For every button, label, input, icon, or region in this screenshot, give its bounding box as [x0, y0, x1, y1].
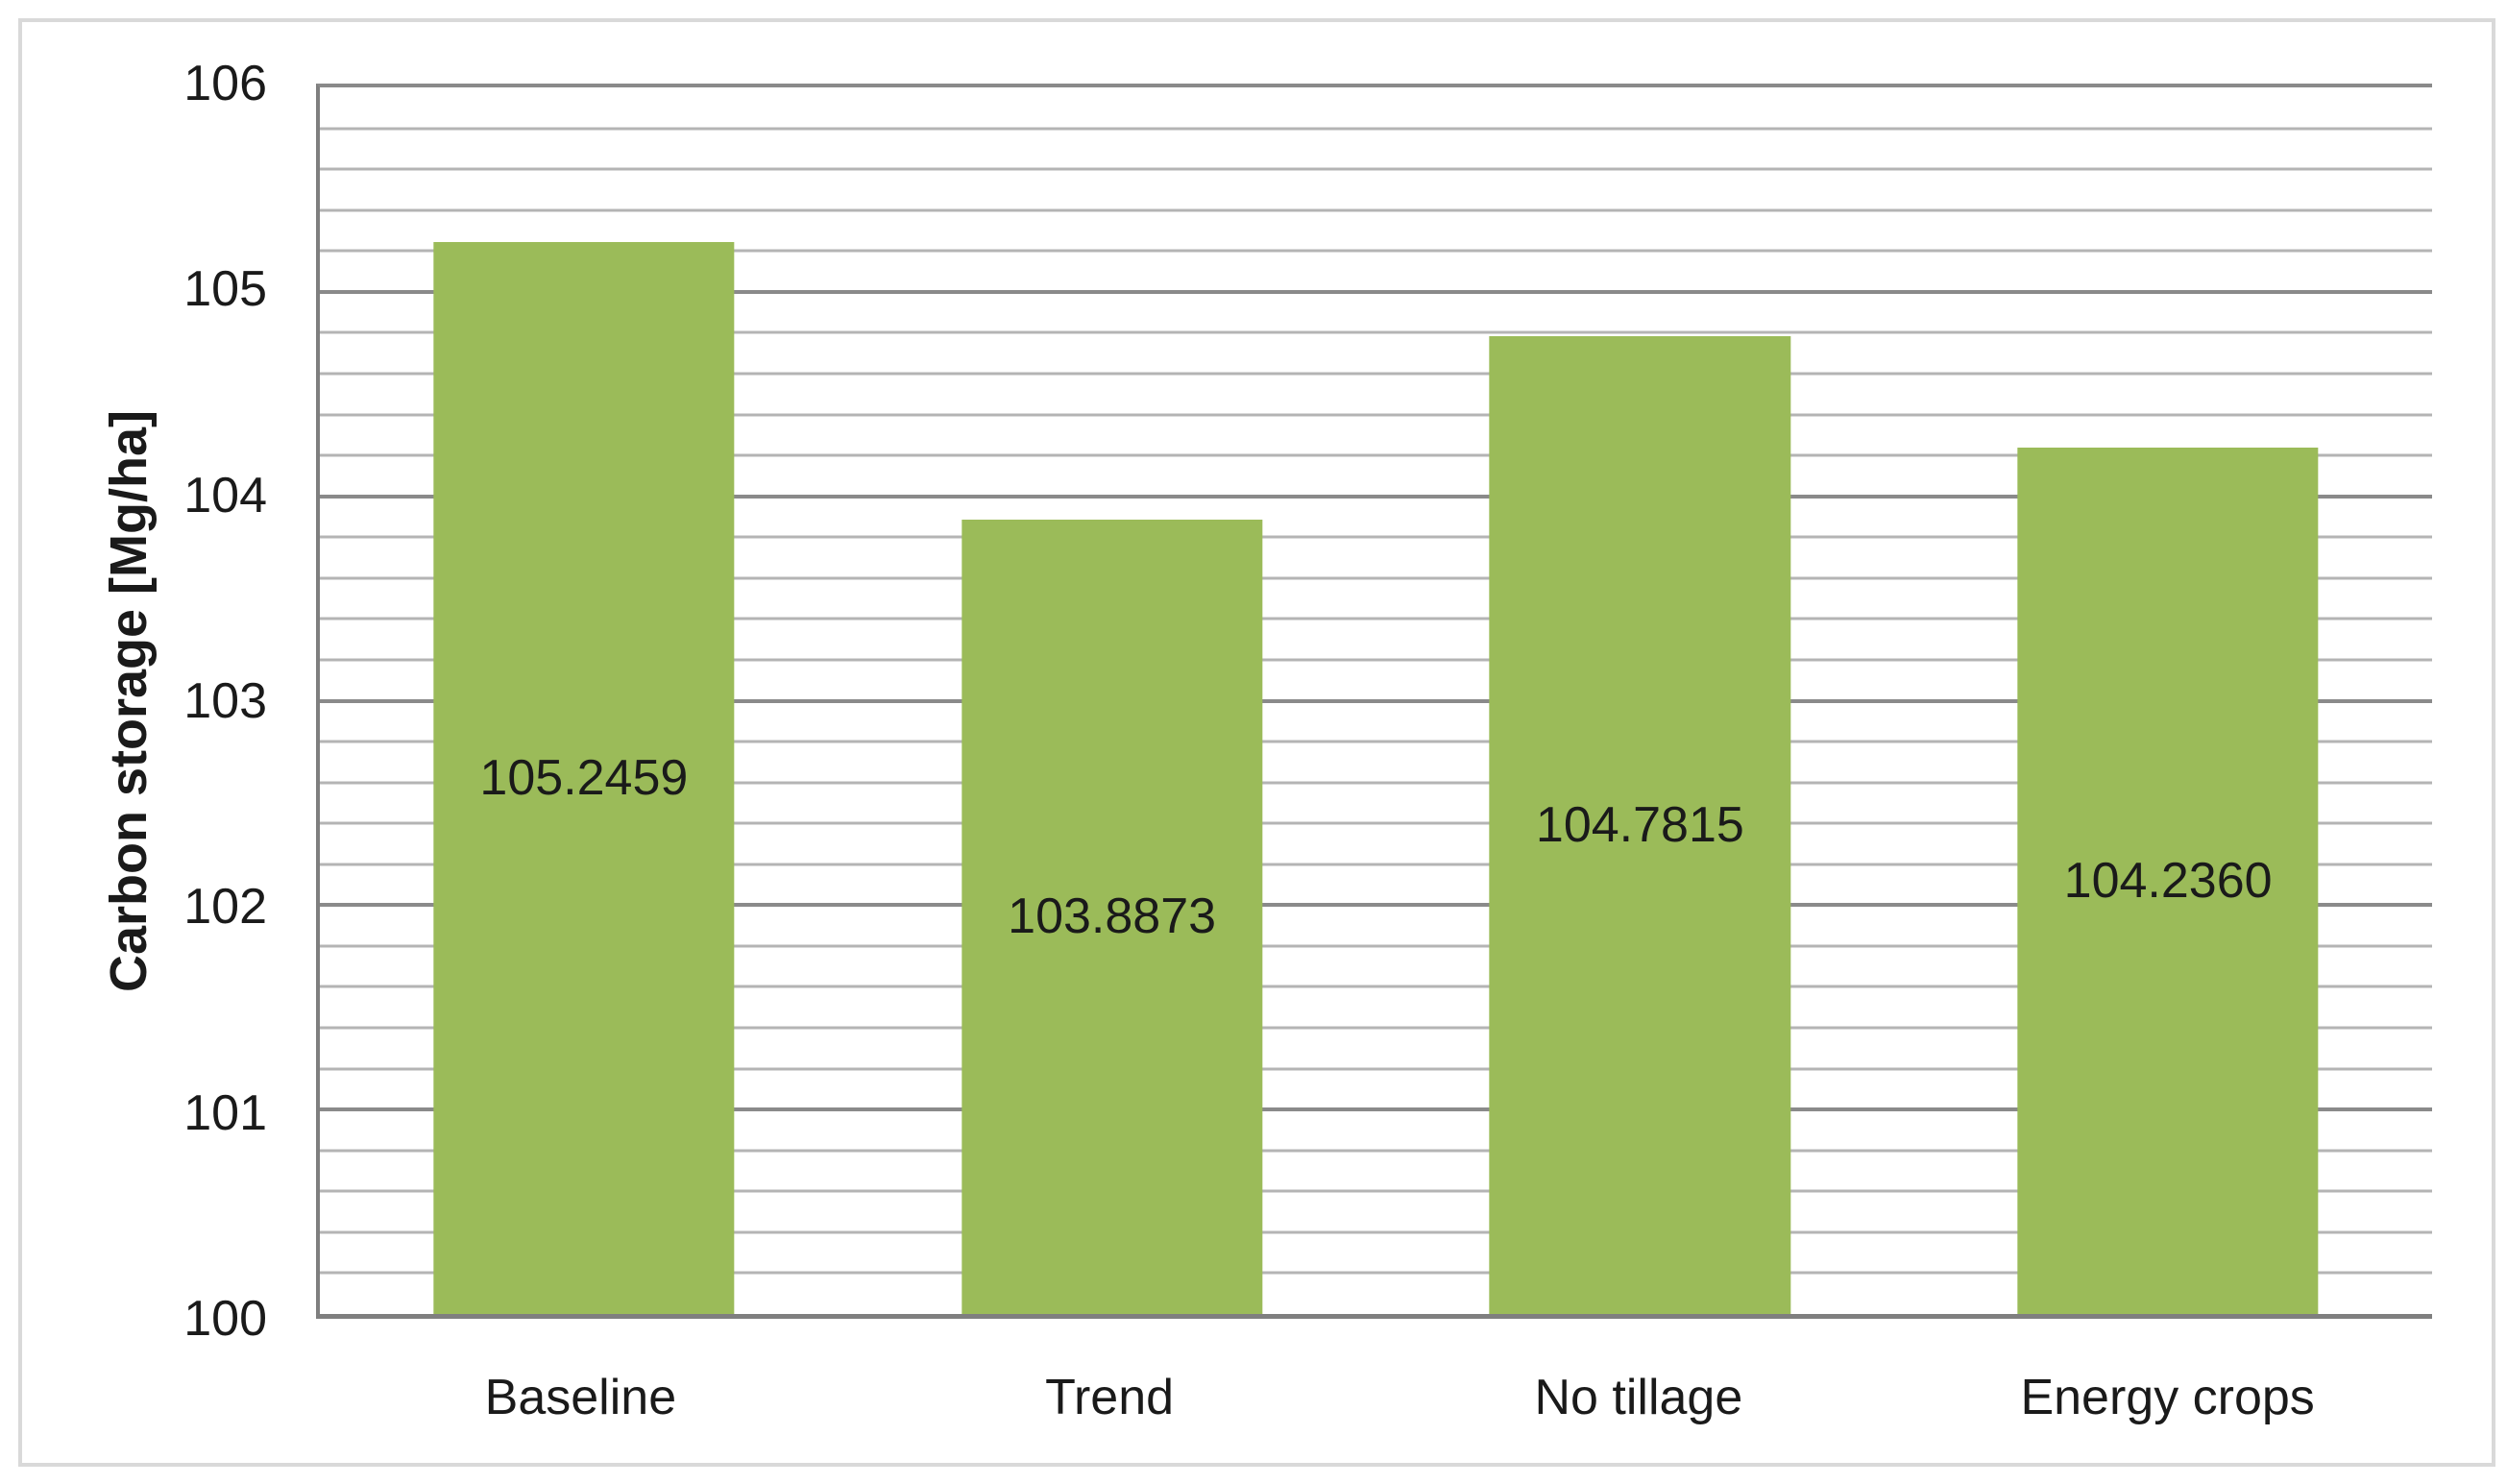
x-axis-category-label: Baseline	[484, 1370, 677, 1425]
gridline-minor	[320, 740, 2432, 743]
gridline-minor	[320, 1149, 2432, 1153]
bar-baseline: 105.2459	[433, 241, 735, 1314]
y-axis-tick-labels: 106 105 104 103 102 101 100	[0, 59, 267, 1344]
y-axis-tick-label: 100	[183, 1291, 267, 1347]
x-axis-category-label: Energy crops	[2020, 1370, 2315, 1425]
y-axis-tick-label: 104	[183, 467, 267, 523]
bar-energy-crops: 104.2360	[2017, 448, 2319, 1314]
y-axis-tick-label: 101	[183, 1084, 267, 1141]
gridline-minor	[320, 1189, 2432, 1193]
bar-trend: 103.8873	[961, 519, 1263, 1314]
gridline-minor	[320, 535, 2432, 539]
bar-slot: 103.8873	[848, 87, 1376, 1314]
gridline-major	[320, 494, 2432, 499]
y-axis-tick-label: 105	[183, 261, 267, 318]
gridline-minor	[320, 413, 2432, 417]
bar-slot: 105.2459	[320, 87, 848, 1314]
y-axis-tick-label: 106	[183, 56, 267, 111]
gridline-minor	[320, 1230, 2432, 1234]
gridline-minor	[320, 821, 2432, 825]
gridline-minor	[320, 781, 2432, 785]
gridline-minor	[320, 863, 2432, 866]
bar-slot: 104.2360	[1904, 87, 2432, 1314]
gridline-major	[320, 1107, 2432, 1112]
gridline-minor	[320, 453, 2432, 457]
bar-data-label: 103.8873	[1008, 888, 1217, 945]
gridline-minor	[320, 249, 2432, 253]
gridline-minor	[320, 985, 2432, 988]
gridline-major	[320, 903, 2432, 908]
x-axis-category-label: No tillage	[1534, 1370, 1743, 1425]
gridline-minor	[320, 1026, 2432, 1030]
gridline-minor	[320, 1271, 2432, 1275]
x-axis-category-label: Trend	[1045, 1370, 1175, 1425]
bar-data-label: 105.2459	[479, 749, 689, 806]
gridline-minor	[320, 617, 2432, 620]
gridline-minor	[320, 208, 2432, 212]
gridline-minor	[320, 127, 2432, 131]
bar-slot: 104.7815	[1376, 87, 1905, 1314]
gridline-minor	[320, 372, 2432, 376]
bar-data-label: 104.2360	[2063, 853, 2273, 910]
gridline-minor	[320, 330, 2432, 334]
plot-area: 105.2459 103.8873 104.7815 104.2360	[316, 84, 2432, 1319]
x-axis-category-labels: Baseline Trend No tillage Energy crops	[316, 1373, 2432, 1423]
bar-no-tillage: 104.7815	[1489, 336, 1791, 1314]
gridline-minor	[320, 1067, 2432, 1071]
gridline-major	[320, 289, 2432, 294]
gridline-minor	[320, 576, 2432, 580]
y-axis-tick-label: 102	[183, 879, 267, 936]
gridline-minor	[320, 658, 2432, 662]
gridline-minor	[320, 167, 2432, 171]
bars-layer: 105.2459 103.8873 104.7815 104.2360	[320, 87, 2432, 1314]
bar-data-label: 104.7815	[1535, 797, 1744, 854]
y-axis-tick-label: 103	[183, 673, 267, 729]
gridline-minor	[320, 944, 2432, 948]
gridline-major	[320, 698, 2432, 703]
